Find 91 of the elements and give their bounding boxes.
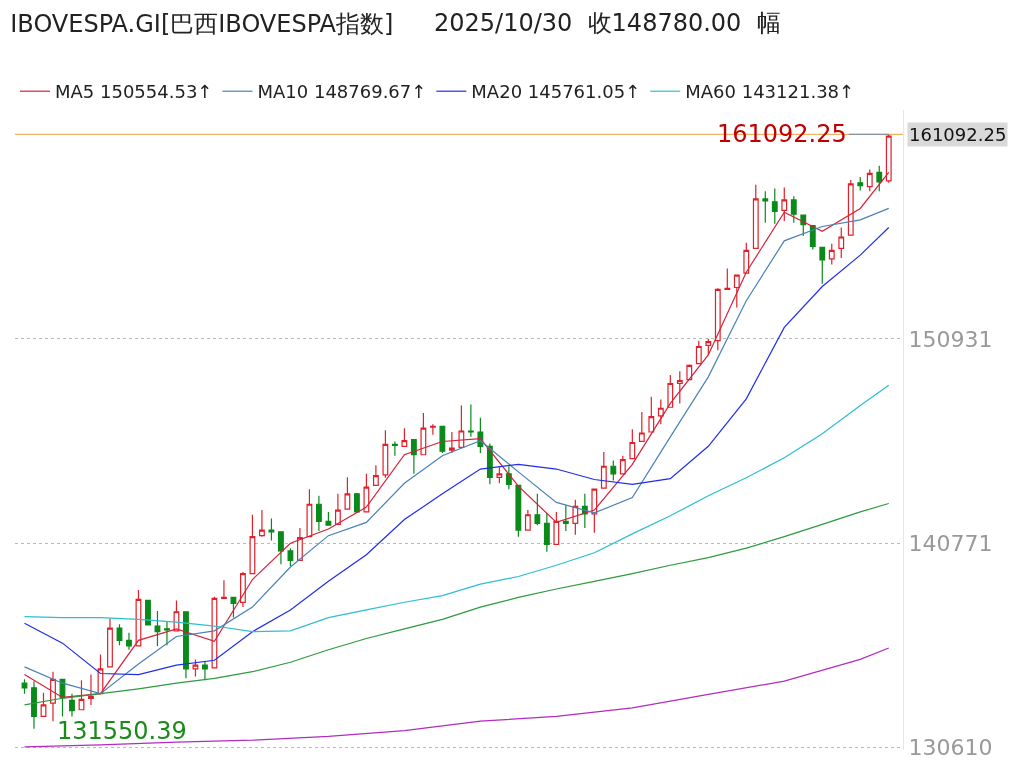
candlestick [515, 484, 522, 538]
candlestick [543, 512, 550, 553]
candlestick [164, 620, 170, 646]
candlestick [145, 599, 151, 626]
candlestick [410, 439, 417, 475]
candlestick [116, 623, 123, 646]
candlestick [705, 338, 712, 356]
candlestick [382, 429, 389, 479]
candlestick [752, 184, 759, 250]
candlestick [420, 412, 427, 456]
candlestick [126, 632, 132, 651]
candlestick [69, 693, 75, 717]
candlestick [771, 187, 778, 225]
line-series [23, 647, 890, 748]
candlestick [287, 547, 294, 567]
candlestick [828, 243, 835, 266]
candlestick [648, 396, 655, 433]
candlestick [88, 673, 94, 706]
candlestick [534, 493, 541, 526]
candlestick [448, 431, 455, 454]
legend-label: MA10 148769.67↑ [257, 81, 427, 103]
candlestick [249, 514, 256, 575]
candlestick [676, 370, 683, 405]
candlestick [467, 403, 474, 438]
candlestick [496, 465, 503, 484]
candlestick [838, 226, 845, 259]
chart-title: IBOVESPA.GI[巴西IBOVESPA指数] [10, 9, 394, 38]
candlestick [562, 504, 569, 532]
candlestick [278, 531, 284, 565]
candlestick [259, 509, 265, 538]
candlestick [695, 340, 702, 365]
annotation: 131550.39 [57, 717, 187, 745]
candlestick [211, 596, 218, 669]
candlestick [439, 425, 446, 454]
legend-label: MA20 145761.05↑ [471, 81, 641, 103]
candlestick [619, 455, 626, 475]
candlestick [667, 374, 674, 408]
candlestick [733, 274, 740, 309]
candlestick [629, 428, 636, 460]
candlestick [524, 509, 531, 531]
candlestick [31, 680, 37, 730]
candlestick [429, 423, 436, 436]
candlestick [600, 451, 607, 489]
candlestick [344, 476, 351, 510]
candlestick [857, 176, 864, 192]
candlestick [391, 440, 398, 457]
candlestick [202, 660, 208, 681]
candlestick [325, 511, 332, 526]
candlestick [192, 658, 199, 678]
candlestick [714, 287, 721, 351]
candlestick [638, 411, 645, 443]
candlestick [724, 267, 731, 290]
candlestick [610, 459, 617, 482]
candlestick [743, 242, 750, 274]
y-tick-label: 130610 [908, 735, 993, 761]
candlestick [847, 179, 854, 236]
candlestick [135, 589, 142, 647]
candlestick [230, 596, 237, 619]
candlestick [657, 399, 664, 425]
candlestick [154, 610, 161, 647]
candlestick [372, 464, 379, 486]
candlestick [866, 168, 873, 192]
y-tick-label: 140771 [908, 530, 993, 556]
candlestick [107, 617, 113, 668]
candlestick [334, 493, 341, 525]
y-tick-label: 150931 [908, 326, 993, 352]
candlestick [819, 246, 826, 285]
candlestick [553, 511, 560, 545]
chart-subtitle: 2025/10/30 收148780.00 幅 [434, 9, 781, 37]
candlestick [505, 465, 512, 490]
line-series [23, 384, 890, 633]
candlestick [296, 527, 303, 562]
candlestick [885, 133, 892, 184]
candlestick [458, 404, 465, 448]
candlestick [306, 488, 313, 538]
candlestick [221, 579, 227, 600]
line-series [23, 502, 890, 706]
candlestick [401, 427, 408, 447]
candlestick [268, 517, 275, 542]
candlestick [40, 692, 47, 717]
legend-label: MA60 143121.38↑ [685, 81, 855, 103]
candlestick [876, 165, 883, 192]
candlestick [315, 495, 322, 532]
candlestick [762, 190, 769, 224]
legend-label: MA5 150554.53↑ [55, 81, 213, 103]
candlestick [781, 186, 788, 222]
candlestick [353, 492, 360, 513]
candlestick [363, 473, 370, 513]
candlestick [790, 195, 797, 224]
candlestick [240, 571, 246, 608]
ref-line-label: 161092.25 [909, 124, 1007, 145]
